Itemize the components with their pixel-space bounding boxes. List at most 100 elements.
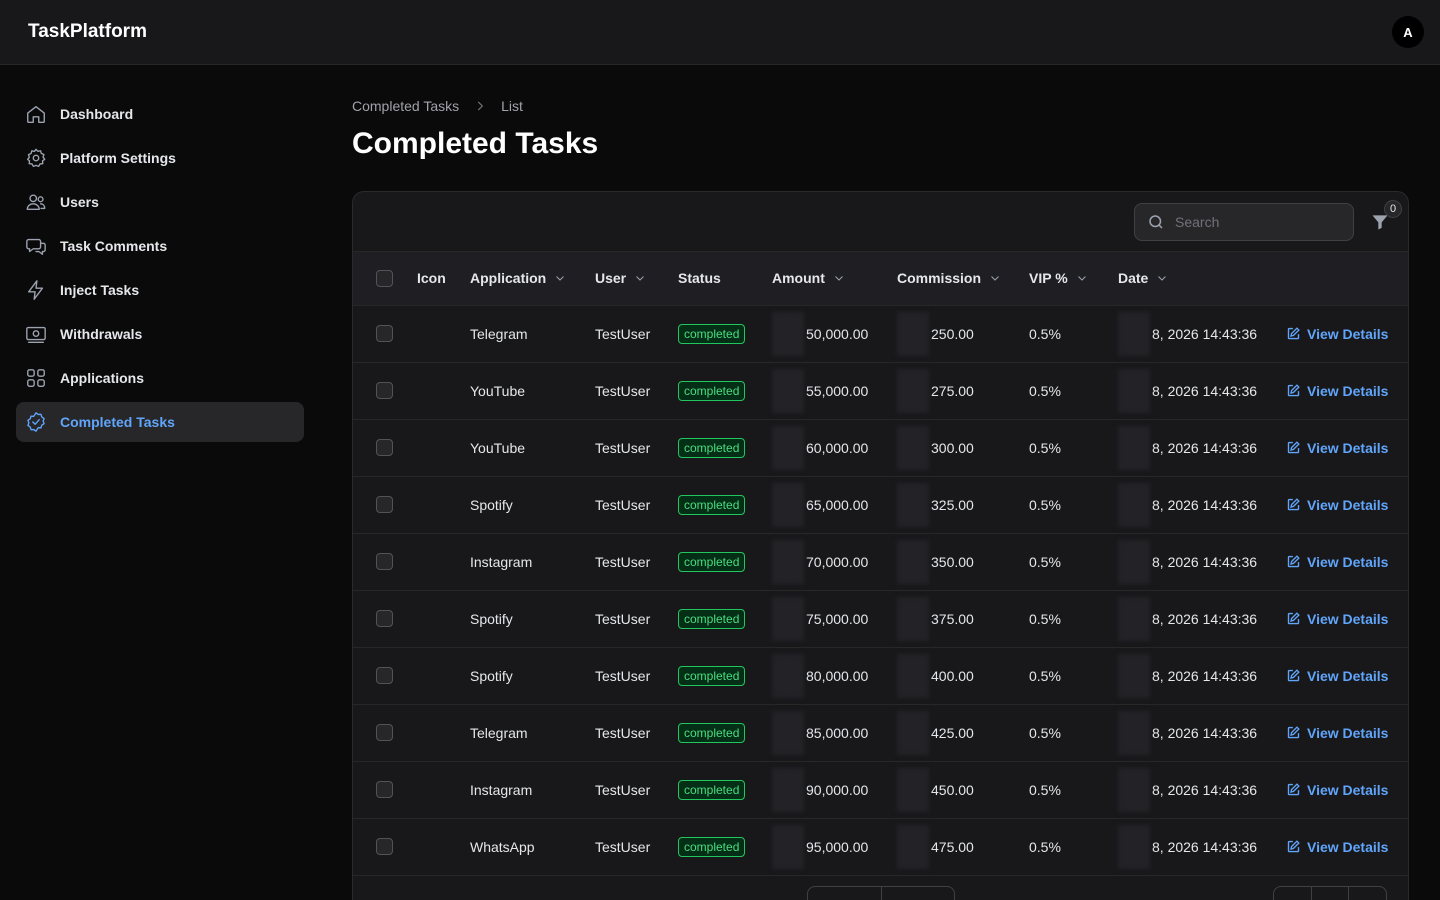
- row-checkbox[interactable]: [376, 553, 393, 570]
- redacted-block: [1118, 539, 1150, 584]
- redacted-block: [1118, 368, 1150, 413]
- breadcrumb-parent[interactable]: Completed Tasks: [352, 98, 460, 114]
- amount-cell: 55,000.00: [806, 382, 869, 399]
- row-checkbox[interactable]: [376, 610, 393, 627]
- table-row[interactable]: YouTube TestUser completed 60,000.00 300…: [353, 419, 1408, 476]
- view-details-link[interactable]: View Details: [1286, 440, 1408, 456]
- view-details-link[interactable]: View Details: [1286, 383, 1408, 399]
- vip-cell: 0.5%: [1029, 667, 1061, 684]
- vip-cell: 0.5%: [1029, 724, 1061, 741]
- search-box[interactable]: [1134, 202, 1354, 241]
- breadcrumb: Completed Tasks List: [352, 96, 1408, 116]
- column-header-commission[interactable]: Commission: [897, 252, 1029, 305]
- brand-logo[interactable]: TaskPlatform: [28, 21, 147, 42]
- sidebar-item-platform-settings[interactable]: Platform Settings: [16, 138, 304, 178]
- table-row[interactable]: Instagram TestUser completed 70,000.00 3…: [353, 533, 1408, 590]
- view-details-label: View Details: [1307, 781, 1389, 798]
- table-row[interactable]: Spotify TestUser completed 80,000.00 400…: [353, 647, 1408, 704]
- amount-cell: 60,000.00: [806, 439, 869, 456]
- edit-icon: [1287, 612, 1300, 625]
- view-details-link[interactable]: View Details: [1286, 497, 1408, 513]
- application-cell: YouTube: [470, 439, 526, 456]
- redacted-block: [1118, 824, 1150, 869]
- application-cell: Telegram: [470, 724, 528, 741]
- column-header-application[interactable]: Application: [470, 252, 595, 305]
- redacted-block: [1118, 710, 1150, 755]
- row-checkbox[interactable]: [376, 496, 393, 513]
- edit-icon: [1287, 498, 1300, 511]
- chevron-down-icon: [556, 276, 565, 281]
- redacted-block: [772, 311, 804, 356]
- status-badge: completed: [678, 836, 746, 857]
- per-page-select[interactable]: [807, 886, 955, 900]
- table-row[interactable]: Instagram TestUser completed 90,000.00 4…: [353, 761, 1408, 818]
- sidebar-item-completed-tasks[interactable]: Completed Tasks: [16, 402, 304, 442]
- sidebar-item-label: Task Comments: [60, 238, 168, 254]
- application-cell: Instagram: [470, 553, 533, 570]
- column-header-date[interactable]: Date: [1118, 252, 1286, 305]
- redacted-block: [897, 710, 929, 755]
- amount-cell: 85,000.00: [806, 724, 869, 741]
- vip-cell: 0.5%: [1029, 838, 1061, 855]
- sidebar-item-task-comments[interactable]: Task Comments: [16, 226, 304, 266]
- view-details-link[interactable]: View Details: [1286, 326, 1408, 342]
- chevron-down-icon: [991, 276, 999, 281]
- sidebar-item-dashboard[interactable]: Dashboard: [16, 94, 304, 134]
- status-badge: completed: [678, 665, 746, 686]
- row-checkbox[interactable]: [376, 838, 393, 855]
- edit-icon: [1287, 669, 1300, 682]
- check-badge-icon: [24, 410, 48, 434]
- filter-button[interactable]: 0: [1370, 199, 1402, 232]
- row-checkbox[interactable]: [376, 724, 393, 741]
- page-title: Completed Tasks: [352, 127, 599, 160]
- redacted-block: [772, 653, 804, 698]
- redacted-block: [897, 311, 929, 356]
- redacted-block: [897, 368, 929, 413]
- sidebar-item-applications[interactable]: Applications: [16, 358, 304, 398]
- row-checkbox[interactable]: [376, 439, 393, 456]
- table-row[interactable]: Telegram TestUser completed 85,000.00 42…: [353, 704, 1408, 761]
- avatar[interactable]: A: [1392, 16, 1424, 48]
- view-details-link[interactable]: View Details: [1286, 554, 1408, 570]
- sidebar-item-label: Completed Tasks: [60, 414, 175, 430]
- table-row[interactable]: Spotify TestUser completed 65,000.00 325…: [353, 476, 1408, 533]
- app-icon-cell: [417, 704, 470, 761]
- sidebar-item-users[interactable]: Users: [16, 182, 304, 222]
- sidebar-item-withdrawals[interactable]: Withdrawals: [16, 314, 304, 354]
- user-cell: TestUser: [595, 382, 651, 399]
- view-details-link[interactable]: View Details: [1286, 781, 1408, 798]
- redacted-block: [897, 596, 929, 641]
- chevron-down-icon: [636, 276, 644, 281]
- table-row[interactable]: Spotify TestUser completed 75,000.00 375…: [353, 590, 1408, 647]
- row-checkbox[interactable]: [376, 667, 393, 684]
- view-details-label: View Details: [1307, 667, 1389, 684]
- search-icon: [1149, 214, 1163, 229]
- select-all-checkbox[interactable]: [376, 269, 393, 287]
- pagination[interactable]: [1273, 886, 1387, 900]
- view-details-link[interactable]: View Details: [1286, 839, 1408, 855]
- redacted-block: [772, 767, 804, 812]
- column-header-vip[interactable]: VIP %: [1029, 252, 1118, 305]
- sidebar-item-inject-tasks[interactable]: Inject Tasks: [16, 270, 304, 310]
- row-checkbox[interactable]: [376, 382, 393, 399]
- search-input[interactable]: [1175, 213, 1335, 230]
- row-checkbox[interactable]: [376, 781, 393, 798]
- view-details-link[interactable]: View Details: [1286, 667, 1408, 684]
- view-details-link[interactable]: View Details: [1286, 611, 1408, 627]
- date-cell: 8, 2026 14:43:36: [1152, 325, 1258, 342]
- column-header-amount[interactable]: Amount: [772, 252, 897, 305]
- vip-cell: 0.5%: [1029, 496, 1061, 513]
- table-row[interactable]: Telegram TestUser completed 50,000.00 25…: [353, 305, 1408, 362]
- status-badge: completed: [678, 323, 746, 344]
- view-details-link[interactable]: View Details: [1286, 725, 1408, 741]
- amount-cell: 70,000.00: [806, 553, 869, 570]
- filter-icon: [1372, 214, 1388, 229]
- amount-cell: 65,000.00: [806, 496, 869, 513]
- table-row[interactable]: YouTube TestUser completed 55,000.00 275…: [353, 362, 1408, 419]
- vip-cell: 0.5%: [1029, 610, 1061, 627]
- row-checkbox[interactable]: [376, 325, 393, 342]
- column-header-user[interactable]: User: [595, 252, 678, 305]
- vip-cell: 0.5%: [1029, 325, 1061, 342]
- column-header-status: Status: [678, 270, 721, 287]
- table-row[interactable]: WhatsApp TestUser completed 95,000.00 47…: [353, 818, 1408, 875]
